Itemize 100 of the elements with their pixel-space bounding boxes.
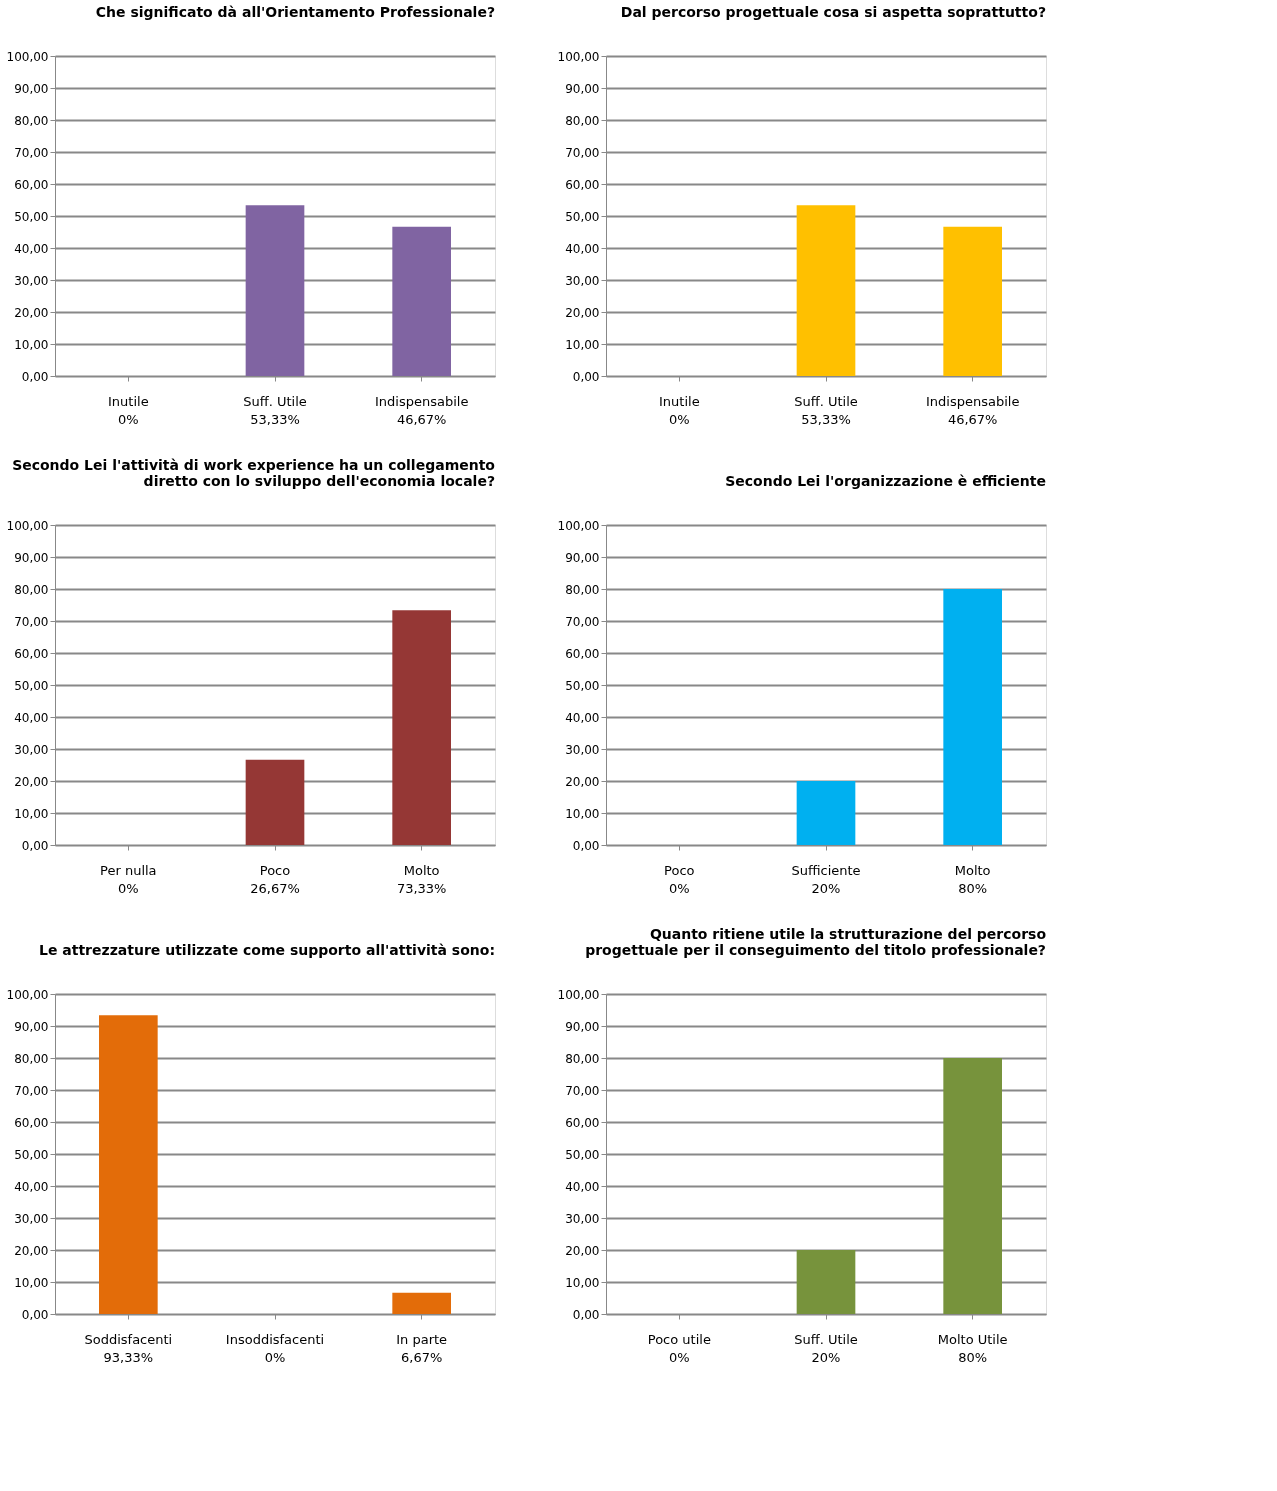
y-tick-label: 40,00: [565, 710, 600, 725]
data-label: 0%: [118, 412, 139, 427]
data-label: 20%: [811, 1350, 841, 1365]
y-tick-label: 80,00: [565, 113, 600, 128]
y-tick-label: 0,00: [21, 1307, 49, 1322]
y-tick-label: 100,00: [6, 518, 49, 533]
y-tick-label: 50,00: [14, 678, 49, 693]
data-label: 73,33%: [396, 881, 447, 896]
y-tick-label: 30,00: [14, 273, 49, 288]
y-tick-label: 100,00: [557, 987, 600, 1002]
data-label: 46,67%: [396, 412, 447, 427]
x-tick-label: Inutile: [108, 393, 149, 409]
y-tick-label: 20,00: [565, 1243, 600, 1258]
data-label: 20%: [811, 881, 841, 896]
data-label: 80%: [958, 881, 988, 896]
x-tick-label: Poco: [664, 862, 695, 878]
y-tick-label: 50,00: [565, 1147, 600, 1162]
y-tick-label: 40,00: [14, 1179, 49, 1194]
y-tick-label: 90,00: [14, 1019, 49, 1034]
chart-title: Secondo Lei l'organizzazione è efficiente: [725, 473, 1046, 489]
x-tick-label: Suff. Utile: [794, 393, 858, 409]
data-label: 0%: [669, 412, 690, 427]
chart-title: Dal percorso progettuale cosa si aspetta soprattutto?: [620, 4, 1046, 20]
y-tick-label: 10,00: [565, 337, 600, 352]
data-label: 53,33%: [250, 412, 300, 427]
y-tick-label: 80,00: [14, 582, 49, 597]
y-tick-label: 20,00: [14, 1243, 49, 1258]
x-tick-label: Insoddisfacenti: [225, 1331, 325, 1347]
y-tick-label: 80,00: [565, 582, 600, 597]
chart-title: Le attrezzature utilizzate come supporto all'attività sono:: [38, 942, 495, 958]
data-label: 93,33%: [103, 1350, 154, 1365]
y-tick-label: 70,00: [14, 614, 49, 629]
y-tick-label: 50,00: [565, 209, 600, 224]
y-tick-label: 90,00: [565, 550, 600, 565]
data-label: 26,67%: [250, 881, 300, 896]
x-tick-label: Molto Utile: [937, 1331, 1008, 1347]
chart-title: Che significato dà all'Orientamento Professionale?: [95, 4, 495, 20]
data-label: 53,33%: [801, 412, 851, 427]
y-tick-label: 100,00: [557, 518, 600, 533]
x-tick-label: Soddisfacenti: [84, 1331, 173, 1347]
y-tick-label: 80,00: [14, 1051, 49, 1066]
x-tick-label: Molto: [954, 862, 991, 878]
y-tick-label: 30,00: [565, 742, 600, 757]
y-tick-label: 80,00: [565, 1051, 600, 1066]
y-tick-label: 10,00: [14, 1275, 49, 1290]
y-tick-label: 10,00: [565, 1275, 600, 1290]
y-tick-label: 100,00: [6, 49, 49, 64]
x-tick-label: Poco utile: [647, 1331, 711, 1347]
y-tick-label: 50,00: [14, 1147, 49, 1162]
y-tick-label: 60,00: [14, 646, 49, 661]
x-tick-label: Inutile: [659, 393, 700, 409]
chart-title: Secondo Lei l'attività di work experience ha un collegamento diretto con lo sviluppo dell'economia locale?: [12, 457, 496, 489]
y-tick-label: 20,00: [14, 774, 49, 789]
y-tick-label: 0,00: [572, 838, 600, 853]
y-tick-label: 40,00: [565, 241, 600, 256]
y-tick-label: 40,00: [14, 241, 49, 256]
y-tick-label: 90,00: [14, 550, 49, 565]
x-tick-label: Molto: [403, 862, 440, 878]
x-tick-label: In parte: [396, 1331, 448, 1347]
y-tick-label: 90,00: [565, 1019, 600, 1034]
data-label: 46,67%: [947, 412, 998, 427]
data-label: 80%: [958, 1350, 988, 1365]
y-tick-label: 90,00: [565, 81, 600, 96]
y-tick-label: 40,00: [565, 1179, 600, 1194]
y-tick-label: 60,00: [14, 177, 49, 192]
data-label: 6,67%: [401, 1350, 443, 1365]
y-tick-label: 0,00: [21, 369, 49, 384]
y-tick-label: 0,00: [572, 369, 600, 384]
y-tick-label: 70,00: [565, 1083, 600, 1098]
y-tick-label: 100,00: [557, 49, 600, 64]
y-tick-label: 90,00: [14, 81, 49, 96]
y-tick-label: 20,00: [14, 305, 49, 320]
y-tick-label: 10,00: [14, 337, 49, 352]
y-tick-label: 60,00: [565, 177, 600, 192]
y-tick-label: 60,00: [565, 646, 600, 661]
y-tick-label: 70,00: [565, 145, 600, 160]
y-tick-label: 20,00: [565, 305, 600, 320]
x-tick-label: Indispensabile: [374, 393, 469, 409]
y-tick-label: 80,00: [14, 113, 49, 128]
y-tick-label: 50,00: [565, 678, 600, 693]
y-tick-label: 30,00: [14, 1211, 49, 1226]
y-tick-label: 10,00: [565, 806, 600, 821]
data-label: 0%: [669, 881, 690, 896]
data-label: 0%: [118, 881, 139, 896]
data-label: 0%: [669, 1350, 690, 1365]
y-tick-label: 30,00: [14, 742, 49, 757]
x-tick-label: Sufficiente: [791, 862, 861, 878]
y-tick-label: 70,00: [14, 1083, 49, 1098]
y-tick-label: 30,00: [565, 1211, 600, 1226]
y-tick-label: 30,00: [565, 273, 600, 288]
y-tick-label: 70,00: [14, 145, 49, 160]
x-tick-label: Suff. Utile: [243, 393, 307, 409]
x-tick-label: Per nulla: [100, 862, 157, 878]
y-tick-label: 50,00: [14, 209, 49, 224]
chart-title: Quanto ritiene utile la strutturazione del percorso progettuale per il conseguimento del titolo professionale?: [585, 926, 1047, 958]
y-tick-label: 0,00: [21, 838, 49, 853]
y-tick-label: 10,00: [14, 806, 49, 821]
data-label: 0%: [264, 1350, 286, 1365]
x-tick-label: Poco: [259, 862, 291, 878]
y-tick-label: 60,00: [565, 1115, 600, 1130]
